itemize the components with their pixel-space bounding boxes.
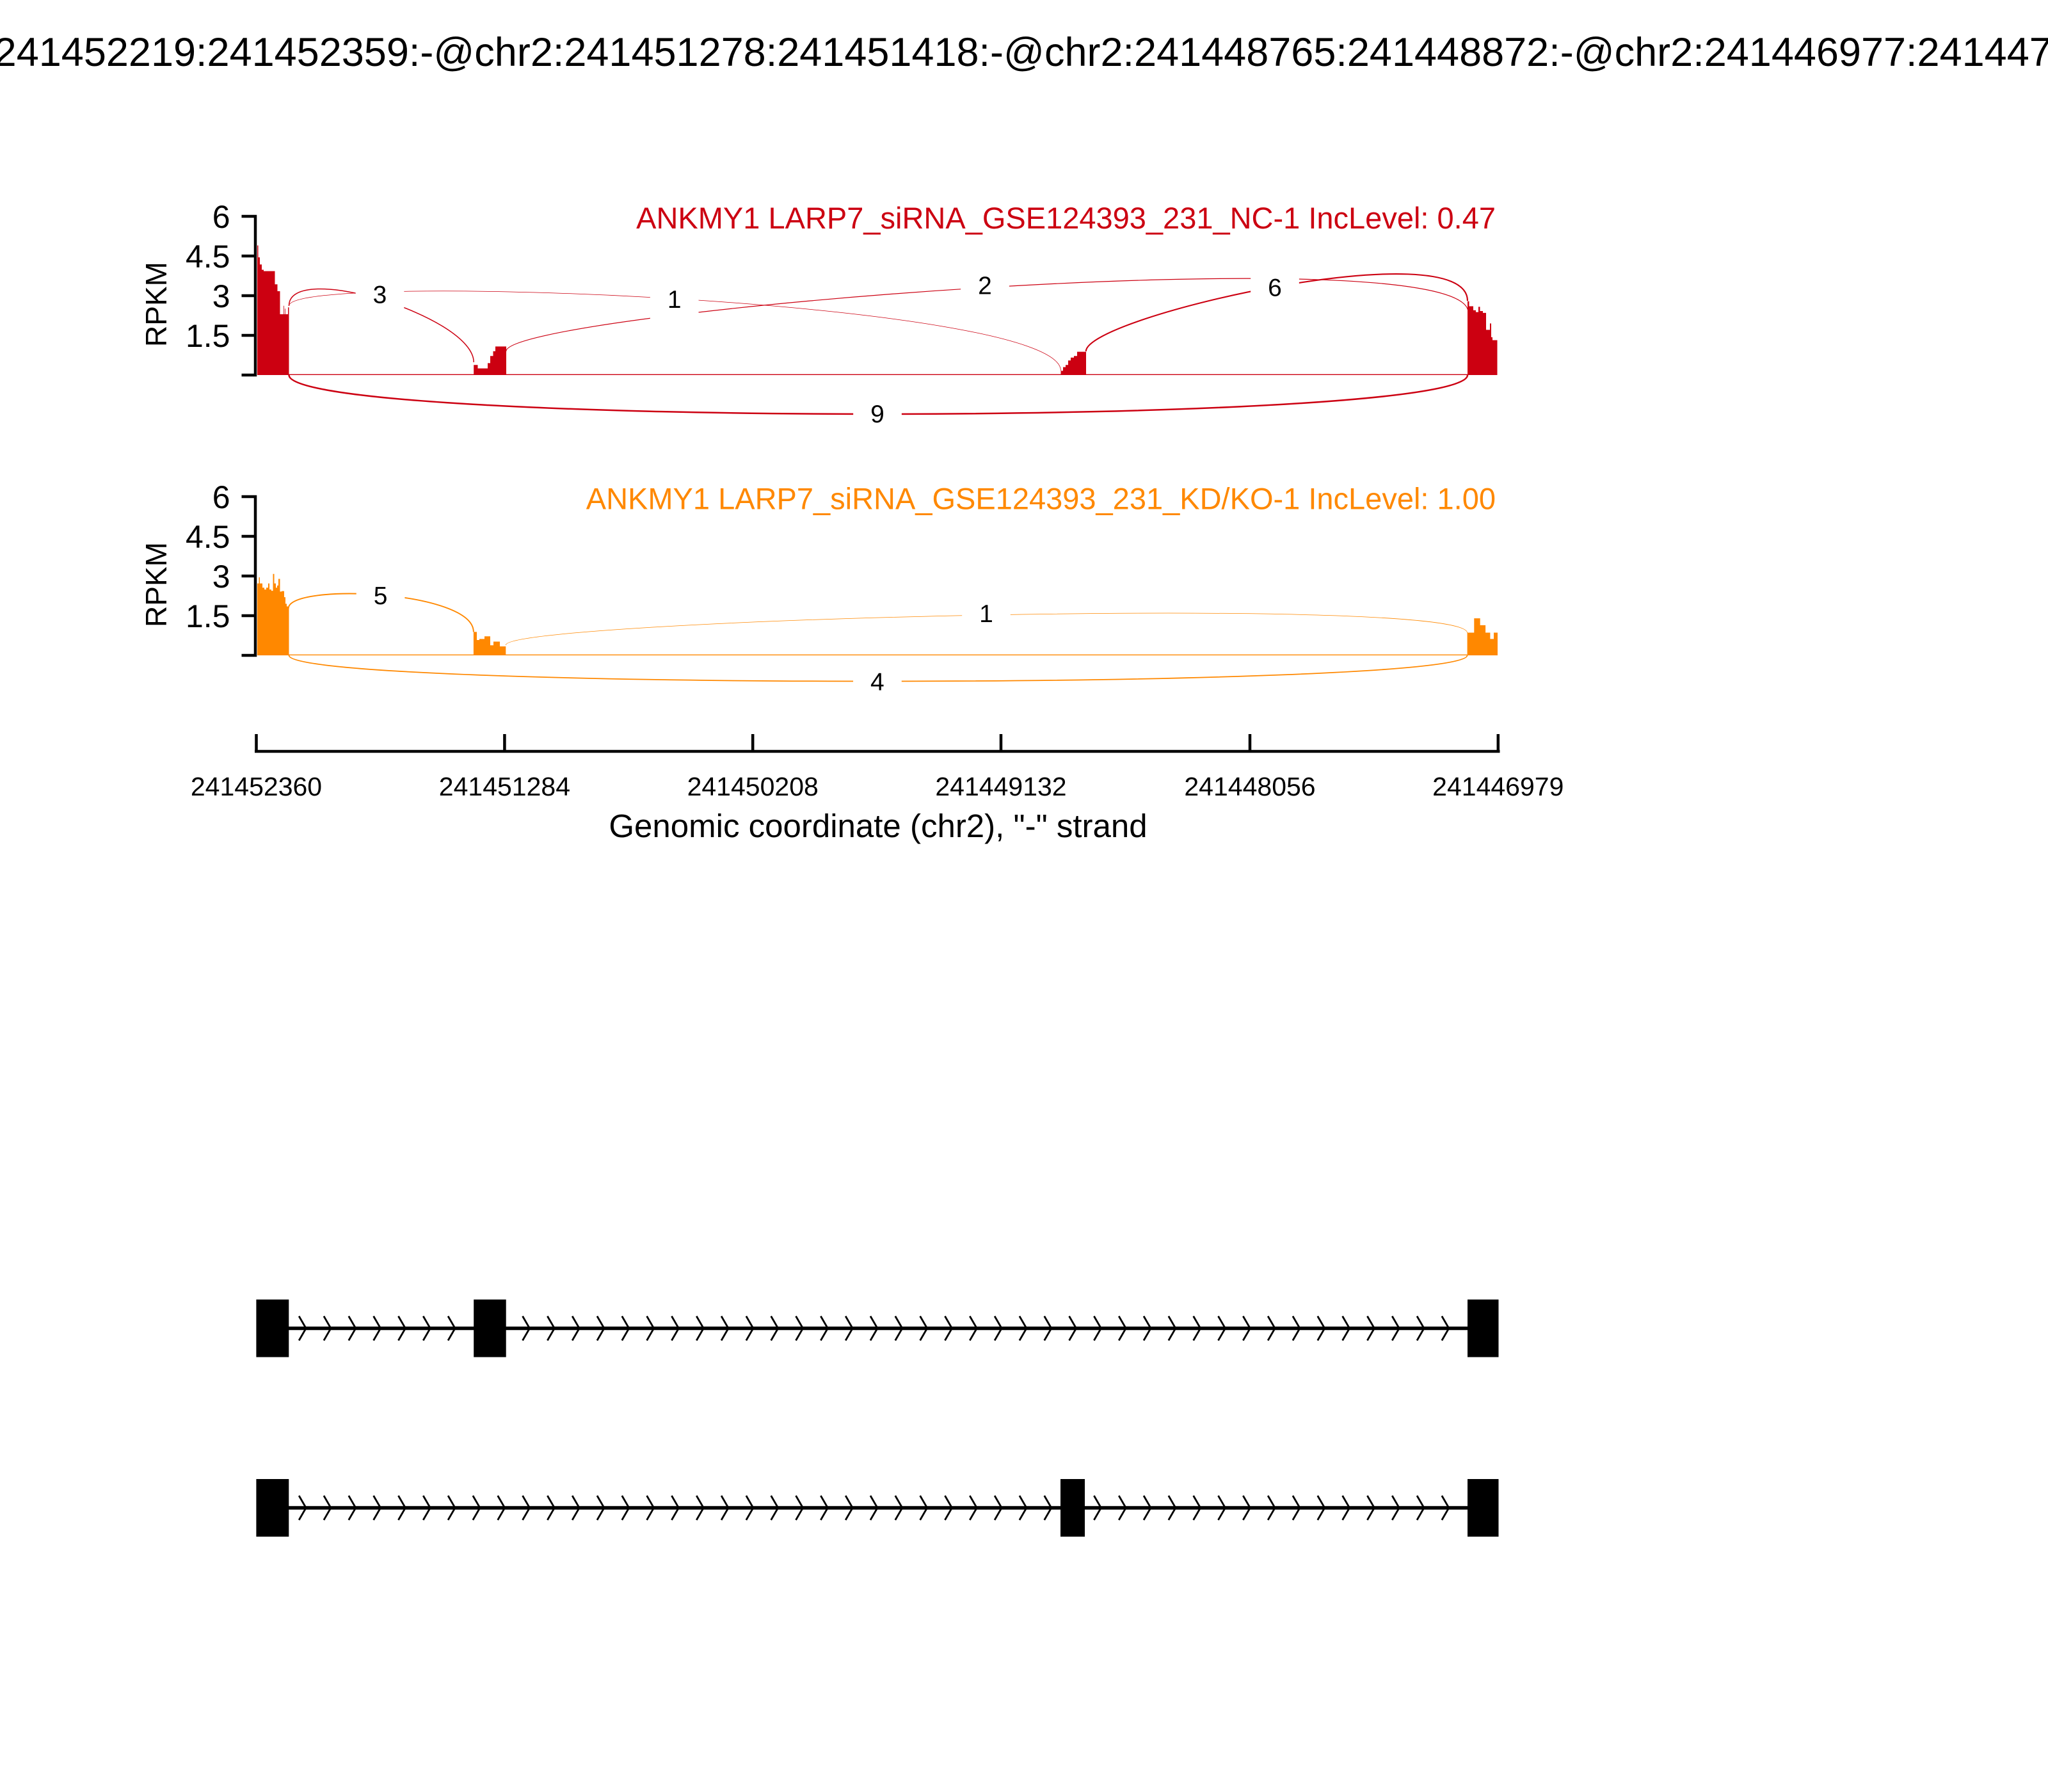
svg-text:241449132: 241449132 [935,772,1066,801]
svg-text:RPKM: RPKM [140,542,173,627]
svg-text:5: 5 [374,582,388,610]
svg-text:6: 6 [212,479,230,515]
svg-text:1.5: 1.5 [186,598,230,634]
svg-text:9: 9 [870,401,884,428]
svg-text:4: 4 [870,669,884,696]
svg-text:2: 2 [978,272,992,300]
svg-text:3: 3 [373,282,387,309]
svg-text:6: 6 [1268,274,1282,301]
svg-text:1.5: 1.5 [186,318,230,354]
svg-text:ANKMY1 LARP7_siRNA_GSE124393_2: ANKMY1 LARP7_siRNA_GSE124393_231_NC-1 In… [636,201,1496,235]
svg-text:6: 6 [212,199,230,235]
svg-text:241452360: 241452360 [191,772,322,801]
svg-text:4.5: 4.5 [186,519,230,555]
svg-text:ANKMY1 LARP7_siRNA_GSE124393_2: ANKMY1 LARP7_siRNA_GSE124393_231_KD/KO-1… [586,482,1496,516]
svg-text:chr2:241452219:241452359:-@chr: chr2:241452219:241452359:-@chr2:24145127… [0,30,2048,75]
svg-text:241446979: 241446979 [1432,772,1564,801]
svg-text:RPKM: RPKM [140,262,173,347]
svg-text:241451284: 241451284 [439,772,570,801]
svg-text:241450208: 241450208 [687,772,819,801]
svg-text:241448056: 241448056 [1184,772,1315,801]
svg-text:3: 3 [212,559,230,595]
svg-text:4.5: 4.5 [186,239,230,275]
svg-text:1: 1 [668,286,682,314]
svg-text:1: 1 [979,600,993,628]
svg-text:Genomic coordinate (chr2), "-": Genomic coordinate (chr2), "-" strand [609,808,1147,844]
svg-text:3: 3 [212,278,230,314]
